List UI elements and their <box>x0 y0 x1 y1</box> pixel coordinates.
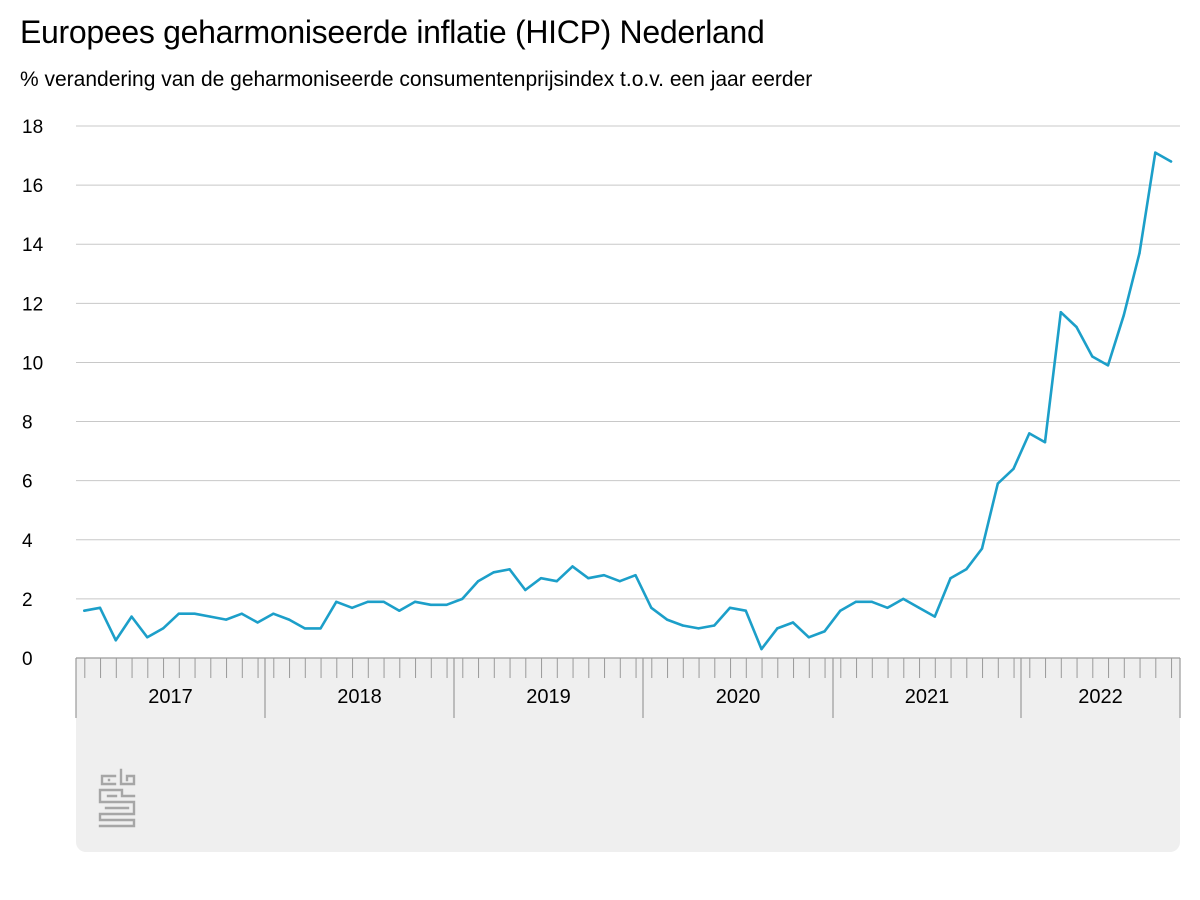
x-tick-label: 2022 <box>1078 686 1123 708</box>
data-point <box>1138 251 1141 255</box>
data-point <box>193 612 196 615</box>
data-point <box>555 580 558 583</box>
data-point <box>1091 355 1094 358</box>
y-axis: 0 2 4 6 8 10 12 14 16 18 <box>22 117 44 670</box>
data-point <box>697 627 700 630</box>
data-point <box>161 627 165 630</box>
x-tick-label: 2019 <box>526 686 571 708</box>
data-point <box>949 577 952 580</box>
data-point <box>1169 160 1173 163</box>
data-point <box>335 600 338 603</box>
data-point <box>382 600 385 603</box>
data-point <box>1012 467 1015 470</box>
data-point <box>1043 441 1047 444</box>
data-point <box>366 600 369 603</box>
x-axis: 2017 2018 2019 2020 2021 2022 <box>75 657 1181 718</box>
y-tick-label: 18 <box>22 117 43 138</box>
y-tick-label: 6 <box>22 472 33 493</box>
data-point <box>760 647 763 651</box>
data-point <box>634 574 637 577</box>
data-point <box>287 618 291 621</box>
data-point <box>398 609 401 612</box>
data-point <box>1059 311 1063 314</box>
data-point <box>870 600 873 603</box>
data-point <box>1075 325 1078 329</box>
data-point <box>618 580 621 583</box>
y-tick-label: 8 <box>22 413 33 434</box>
data-point <box>114 639 118 642</box>
y-tick-label: 14 <box>22 235 44 256</box>
chart-subtitle: % verandering van de geharmoniseerde con… <box>20 68 813 91</box>
data-point <box>1154 151 1157 154</box>
x-tick-label: 2018 <box>337 686 382 708</box>
x-tick-label: 2017 <box>148 686 193 708</box>
data-point <box>209 615 212 618</box>
y-tick-label: 10 <box>22 353 43 374</box>
x-tick-label: 2021 <box>905 686 950 708</box>
data-point <box>728 606 732 609</box>
data-point <box>445 603 448 606</box>
data-point <box>839 609 842 612</box>
data-point <box>1028 432 1031 435</box>
line-chart: 0 2 4 6 8 10 12 14 16 18 2017 2018 2019 2020 2021 2022 <box>22 117 1181 718</box>
data-point <box>713 624 716 627</box>
data-point <box>256 621 259 624</box>
data-point <box>146 636 149 639</box>
data-point <box>823 630 826 633</box>
data-point <box>224 618 228 621</box>
axis-footer-panel <box>76 718 1180 852</box>
data-point <box>240 612 243 615</box>
series-layer <box>83 151 1173 651</box>
data-point <box>965 568 968 571</box>
data-point <box>807 636 810 639</box>
data-point <box>791 621 795 624</box>
y-tick-label: 12 <box>22 294 43 315</box>
y-tick-label: 0 <box>22 649 33 670</box>
data-point <box>130 615 133 618</box>
data-point <box>429 603 432 606</box>
data-point <box>776 627 779 630</box>
y-tick-label: 2 <box>22 590 33 611</box>
data-point <box>902 597 905 601</box>
data-point <box>933 615 936 618</box>
series-line <box>83 151 1173 651</box>
y-tick-label: 4 <box>22 531 33 552</box>
chart-title: Europees geharmoniseerde inflatie (HICP)… <box>20 14 765 50</box>
data-point <box>917 606 921 609</box>
data-point <box>539 577 543 580</box>
data-point <box>272 612 275 615</box>
data-point <box>996 482 999 485</box>
data-point <box>83 609 86 612</box>
data-point <box>492 571 495 574</box>
data-point <box>303 627 306 630</box>
data-point <box>587 577 590 580</box>
y-tick-label: 16 <box>22 176 43 197</box>
data-point <box>1106 364 1110 367</box>
data-point <box>744 609 747 612</box>
data-point <box>665 618 669 621</box>
gridlines <box>76 125 1180 600</box>
data-point <box>319 627 322 630</box>
data-point <box>1122 314 1126 317</box>
data-point <box>413 600 417 603</box>
data-point <box>350 606 354 609</box>
data-point <box>461 597 464 601</box>
data-point <box>508 568 511 571</box>
data-point <box>476 580 480 583</box>
data-point <box>524 588 527 592</box>
data-point <box>571 565 574 568</box>
data-point <box>177 612 180 615</box>
data-point <box>650 606 653 609</box>
data-point <box>681 624 684 627</box>
cbs-logo-icon <box>98 768 136 828</box>
data-point <box>980 547 984 550</box>
x-axis-band <box>76 658 1180 718</box>
x-tick-label: 2020 <box>716 686 761 708</box>
data-point <box>854 600 858 603</box>
data-point <box>98 606 102 609</box>
data-point <box>886 606 889 609</box>
data-point <box>602 574 606 577</box>
